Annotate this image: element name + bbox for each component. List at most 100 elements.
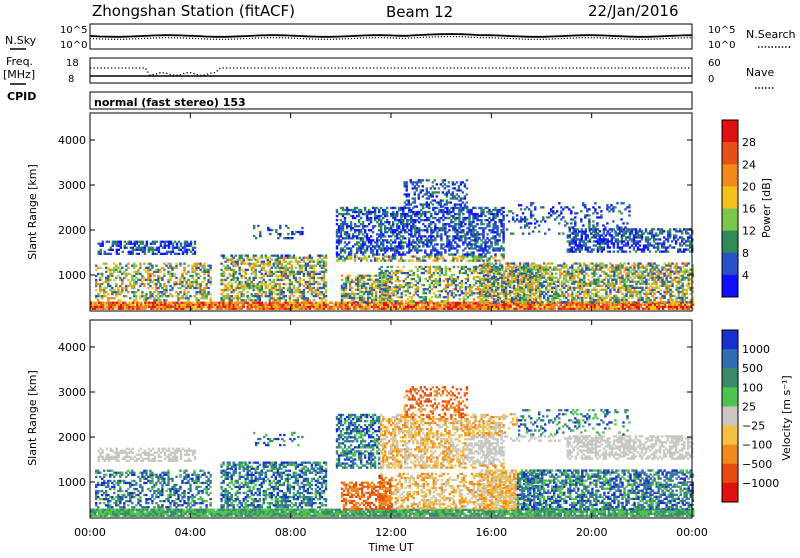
heatmap-cell [291, 261, 293, 263]
heatmap-cell [275, 287, 277, 289]
heatmap-cell [195, 297, 197, 299]
heatmap-cell [482, 231, 484, 233]
heatmap-cell [354, 223, 356, 225]
heatmap-cell [117, 289, 119, 291]
heatmap-cell [291, 237, 293, 239]
heatmap-cell [133, 283, 135, 285]
heatmap-cell [491, 262, 493, 264]
heatmap-cell [417, 286, 419, 288]
heatmap-cell [494, 207, 496, 209]
heatmap-cell [471, 290, 473, 292]
heatmap-cell [425, 278, 427, 280]
heatmap-cell [363, 277, 365, 279]
heatmap-cell [484, 247, 486, 249]
heatmap-cell [365, 287, 367, 289]
heatmap-cell [468, 237, 470, 239]
heatmap-cell [380, 221, 382, 223]
heatmap-cell [247, 295, 249, 297]
heatmap-cell [311, 302, 313, 304]
heatmap-cell [362, 221, 364, 223]
heatmap-cell [145, 293, 147, 295]
heatmap-cell [253, 257, 255, 259]
heatmap-cell [400, 231, 402, 233]
heatmap-cell [426, 187, 428, 189]
heatmap-cell [349, 285, 351, 287]
heatmap-cell [313, 277, 315, 279]
heatmap-cell [452, 260, 454, 262]
heatmap-cell [435, 286, 437, 288]
heatmap-cell [435, 270, 437, 272]
heatmap-cell [163, 263, 165, 265]
heatmap-cell [474, 225, 476, 227]
heatmap-cell [405, 278, 407, 280]
heatmap-cell [480, 215, 482, 217]
heatmap-cell [447, 296, 449, 298]
heatmap-cell [325, 265, 327, 267]
heatmap-cell [495, 289, 497, 291]
heatmap-cell [251, 293, 253, 295]
heatmap-cell [386, 207, 388, 209]
heatmap-cell [428, 225, 430, 227]
heatmap-cell [125, 287, 127, 289]
heatmap-cell [149, 277, 151, 279]
heatmap-cell [346, 243, 348, 245]
heatmap-cell [105, 267, 107, 269]
heatmap-cell [349, 301, 351, 303]
heatmap-cell [405, 300, 407, 302]
heatmap-cell [408, 239, 410, 241]
heatmap-cell [120, 247, 122, 249]
heatmap-cell [279, 225, 281, 227]
heatmap-cell [455, 280, 457, 282]
heatmap-cell [463, 300, 465, 302]
heatmap-cell [203, 273, 205, 275]
heatmap-cell [440, 239, 442, 241]
heatmap-cell [227, 265, 229, 267]
heatmap-cell [139, 285, 141, 287]
heatmap-cell [183, 291, 185, 293]
heatmap-cell [438, 191, 440, 193]
heatmap-cell [209, 293, 211, 295]
heatmap-cell [277, 277, 279, 279]
heatmap-cell [285, 267, 287, 269]
freq-panel [90, 58, 692, 83]
heatmap-cell [416, 187, 418, 189]
heatmap-cell [344, 251, 346, 253]
nsky-trace [90, 34, 692, 37]
heatmap-cell [158, 247, 160, 249]
heatmap-cell [241, 281, 243, 283]
freq-top-tick: 18 [66, 58, 79, 69]
heatmap-cell [180, 245, 182, 247]
heatmap-cell [247, 269, 249, 271]
heatmap-cell [460, 183, 462, 185]
heatmap-cell [209, 279, 211, 281]
heatmap-cell [446, 193, 448, 195]
heatmap-cell [398, 227, 400, 229]
heatmap-cell [291, 293, 293, 295]
heatmap-cell [100, 251, 102, 253]
heatmap-cell [379, 295, 381, 297]
power-heatmap [90, 179, 694, 310]
heatmap-cell [299, 304, 301, 306]
heatmap-cell [394, 207, 396, 209]
heatmap-cell [199, 287, 201, 289]
heatmap-cell [404, 217, 406, 219]
heatmap-cell [430, 187, 432, 189]
heatmap-cell [462, 209, 464, 211]
heatmap-cell [293, 287, 295, 289]
heatmap-cell [253, 227, 255, 229]
heatmap-cell [435, 278, 437, 280]
heatmap-cell [396, 235, 398, 237]
heatmap-cell [436, 195, 438, 197]
heatmap-cell [323, 279, 325, 281]
heatmap-cell [269, 257, 271, 259]
heatmap-cell [165, 289, 167, 291]
heatmap-cell [163, 293, 165, 295]
heatmap-cell [458, 187, 460, 189]
heatmap-cell [179, 291, 181, 293]
nave-bottom-tick: 0 [708, 74, 714, 85]
heatmap-cell [432, 221, 434, 223]
heatmap-cell [297, 287, 299, 289]
heatmap-cell [466, 193, 468, 195]
heatmap-cell [338, 243, 340, 245]
heatmap-cell [319, 283, 321, 285]
